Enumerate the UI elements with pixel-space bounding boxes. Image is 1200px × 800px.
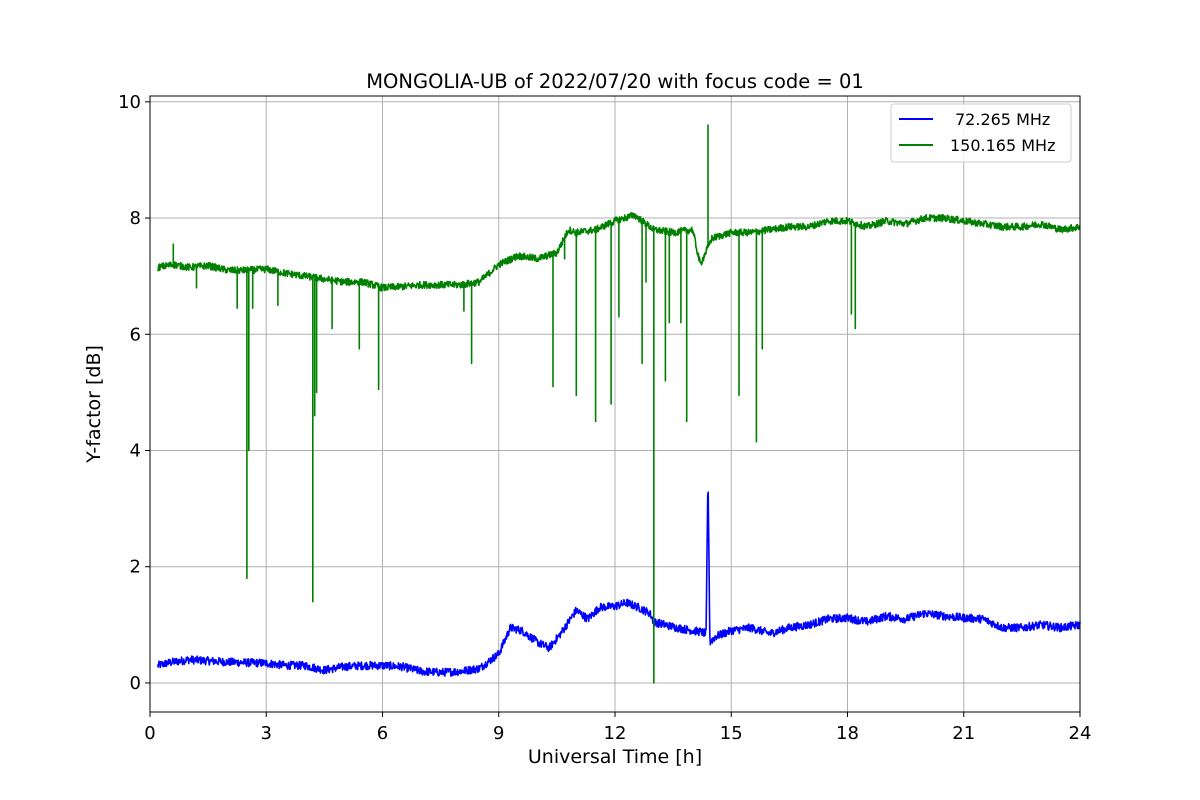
y-tick-label: 6 (130, 324, 141, 345)
y-tick-label: 2 (130, 557, 141, 578)
legend-label-72: 72.265 MHz (955, 110, 1050, 129)
x-tick-label: 24 (1069, 723, 1092, 744)
x-tick-label: 9 (493, 723, 504, 744)
x-tick-label: 3 (261, 723, 272, 744)
x-tick-label: 21 (952, 723, 975, 744)
x-tick-label: 0 (144, 723, 155, 744)
x-axis-label: Universal Time [h] (528, 746, 702, 768)
x-tick-label: 18 (836, 723, 859, 744)
y-tick-label: 8 (130, 208, 141, 229)
legend-label-150: 150.165 MHz (950, 136, 1055, 155)
legend-box (890, 103, 1072, 163)
x-tick-label: 12 (604, 723, 627, 744)
series-150-line (157, 124, 1081, 684)
series-72-line (157, 491, 1081, 677)
plot-area (157, 124, 1081, 684)
chart-title: MONGOLIA-UB of 2022/07/20 with focus cod… (366, 70, 864, 93)
legend: 72.265 MHz 150.165 MHz (890, 103, 1072, 163)
y-tick-label: 10 (118, 92, 141, 113)
y-tick-label: 4 (130, 440, 141, 461)
x-tick-label: 6 (377, 723, 388, 744)
y-tick-label: 0 (130, 673, 141, 694)
x-tick-label: 15 (720, 723, 743, 744)
y-axis-label: Y-factor [dB] (83, 345, 105, 464)
